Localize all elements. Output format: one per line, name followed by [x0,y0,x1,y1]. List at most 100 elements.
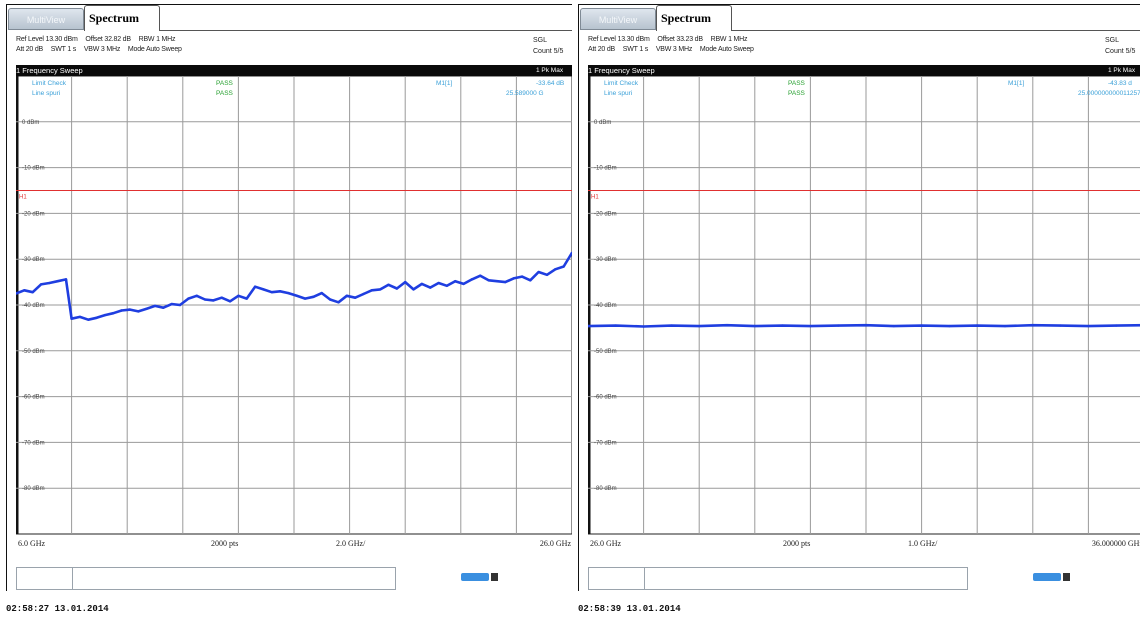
trace-point [462,282,465,286]
trace-point [809,324,812,328]
trace-point [245,297,248,300]
y-tick-label: -60 dBm [22,395,45,401]
marker-frequency: 25.589000 G [506,90,544,97]
trace-point [976,324,979,327]
grid-icon[interactable] [491,573,498,581]
trace-point [504,280,507,284]
sweep-trace: 1 Pk Max [1108,67,1136,74]
trace-point [345,294,349,298]
tab-spectrum[interactable]: Spectrum [84,5,160,31]
message-field[interactable] [72,567,396,590]
tab-divider [160,30,572,31]
trace-point [948,324,951,328]
trace-point [529,279,532,282]
tab-multiview[interactable]: MultiView [8,8,84,30]
rbw: RBW 1 MHz [138,36,176,43]
trace-point [187,297,190,300]
status-field[interactable] [588,567,646,590]
trace-point [270,290,273,294]
trace-point [487,279,490,282]
marker-label: M1[1] [1008,80,1024,87]
y-tick-label: -30 dBm [594,257,617,263]
tab-spectrum[interactable]: Spectrum [656,5,732,31]
sgl-indicator: SGL [1105,37,1120,44]
trace-point [920,324,923,327]
progress-indicator [1033,573,1061,581]
trace-point [23,289,26,292]
sweep-title: 1 Frequency Sweep [16,66,83,75]
sweep-count: Count 5/5 [533,48,564,55]
trace-point [203,298,207,301]
y-tick-label: -50 dBm [22,349,45,355]
marker-value: -33.64 dB [536,80,564,87]
trace-line [16,252,572,321]
trace-point [170,302,173,306]
trace-point [404,280,407,284]
trace-point [562,265,565,268]
trace-point [1087,324,1090,328]
x-axis-stop: 26.0 GHz [540,539,572,548]
trace-point [1003,324,1007,328]
y-tick-label: -20 dBm [594,211,617,217]
legend-limit-check-status: PASS [788,80,806,87]
trace-point [353,296,357,299]
trace-point [378,288,382,291]
trace-point [287,291,290,295]
sgl-indicator: SGL [533,37,548,44]
trace-point [545,273,549,276]
sweep-mode: Mode Auto Sweep [127,46,182,53]
trace-point [753,324,756,328]
marker-value: -43.83 d [1108,80,1132,87]
trace-point [892,324,895,328]
ref-level: Ref Level 13.30 dBm [588,36,650,43]
progress-indicator [461,573,489,581]
trace-point [395,287,399,290]
spectrum-panel-right: MultiView Spectrum Ref Level 13.30 dBm O… [578,0,1140,621]
trace-point [112,312,115,315]
y-tick-label: 0 dBm [22,120,39,126]
y-tick-label: -80 dBm [594,486,617,492]
y-tick-label: -50 dBm [594,349,617,355]
status-field[interactable] [16,567,74,590]
legend-line-label: Line spuri [604,90,632,97]
trace-point [337,301,340,304]
legend-line-label: Line spuri [32,90,60,97]
spectrum-plot[interactable]: 0 dBm -10 dBm -20 dBm -30 dBm -40 dBm -50 dBm… [588,76,1140,552]
trace-point [362,292,365,296]
spectrum-plot[interactable]: 0 dBm -10 dBm -20 dBm -30 dBm -40 dBm -50 dBm… [16,76,572,552]
swt: SWT 1 s [622,46,649,53]
tab-multiview[interactable]: MultiView [580,8,656,30]
trace-point [162,306,165,309]
trace-point [262,288,265,291]
x-axis-start: 6.0 GHz [18,539,46,548]
trace-point [95,316,98,320]
y-tick-label: -10 dBm [594,166,617,172]
trace-point [253,285,257,288]
y-tick-label: -40 dBm [22,303,45,309]
legend-line-status: PASS [788,90,806,97]
trace-point [387,283,390,287]
trace-point [64,278,68,281]
limit-line-label: H1 [19,195,27,201]
trace-point [412,288,415,291]
trace-point [370,289,374,292]
trace-point [312,295,315,298]
trace-point [1031,323,1034,327]
trace-point [454,279,457,283]
marker-label: M1[1] [436,80,452,87]
y-tick-label: -20 dBm [22,211,45,217]
grid-icon[interactable] [1063,573,1070,581]
trace-point [445,284,449,287]
offset: Offset 32.82 dB [85,36,131,43]
trace-point [295,294,298,298]
trace-point [237,294,240,298]
param-row-2: Att 20 dB SWT 1 s VBW 3 MHz Mode Auto Sw… [588,46,760,53]
trace-point [195,294,198,298]
trace-point [70,317,73,320]
message-field[interactable] [644,567,968,590]
limit-line-label: H1 [591,195,599,201]
trace-point [420,282,424,286]
trace-point [153,304,157,308]
trace-point [537,270,540,274]
trace-point [178,303,182,307]
